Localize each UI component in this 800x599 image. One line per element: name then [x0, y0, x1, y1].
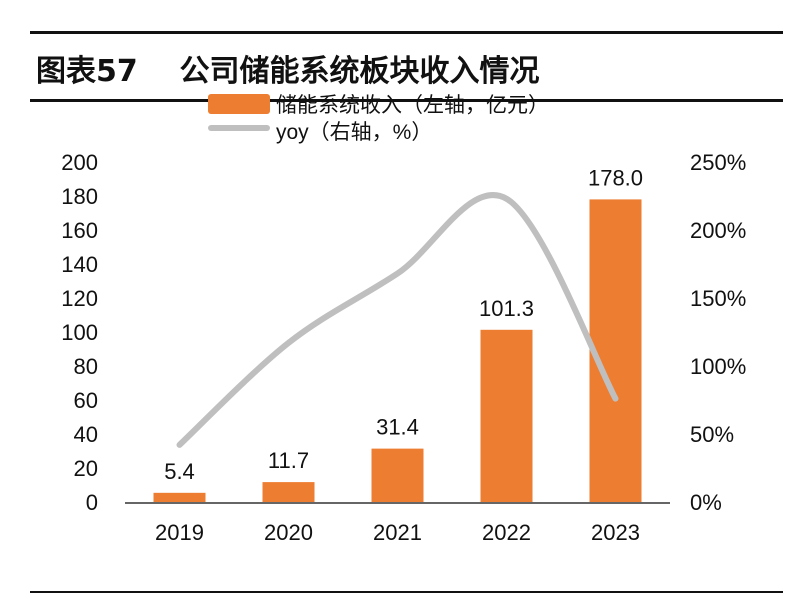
bar-2023 — [589, 199, 642, 502]
right-tick-label: 100% — [690, 354, 746, 379]
x-tick-label: 2021 — [373, 520, 422, 545]
left-tick-label: 100 — [61, 320, 98, 345]
legend-line-label: yoy（右轴，%） — [276, 121, 432, 144]
bar-2022 — [480, 329, 533, 502]
left-tick-label: 20 — [74, 456, 98, 481]
left-tick-label: 140 — [61, 252, 98, 277]
left-tick-label: 0 — [86, 490, 98, 515]
bar-data-label: 5.4 — [164, 459, 195, 484]
left-tick-label: 40 — [74, 422, 98, 447]
left-tick-label: 200 — [61, 150, 98, 175]
right-tick-label: 200% — [690, 218, 746, 243]
left-tick-label: 160 — [61, 218, 98, 243]
bottom-rule — [30, 591, 783, 593]
left-tick-label: 60 — [74, 388, 98, 413]
bar-2021 — [371, 448, 424, 502]
legend-bar-swatch — [208, 94, 270, 114]
x-tick-label: 2019 — [155, 520, 204, 545]
yoy-line — [176, 192, 619, 448]
legend-bar-label: 储能系统收入（左轴，亿元） — [276, 94, 549, 117]
right-tick-label: 0% — [690, 490, 722, 515]
right-tick-label: 50% — [690, 422, 734, 447]
left-tick-label: 120 — [61, 286, 98, 311]
right-tick-label: 250% — [690, 150, 746, 175]
top-rule — [30, 31, 783, 34]
bar-data-label: 11.7 — [268, 448, 309, 473]
bar-data-label: 101.3 — [479, 296, 534, 321]
x-tick-label: 2022 — [482, 520, 531, 545]
bar-2019 — [153, 492, 206, 502]
bar-data-label: 31.4 — [376, 415, 419, 440]
x-tick-label: 2023 — [591, 520, 640, 545]
chart-title: 图表57 公司储能系统板块收入情况 — [36, 54, 540, 89]
title-rule — [30, 99, 783, 102]
x-tick-label: 2020 — [264, 520, 313, 545]
bar-data-label: 178.0 — [588, 165, 643, 190]
left-tick-label: 80 — [74, 354, 98, 379]
right-tick-label: 150% — [690, 286, 746, 311]
left-tick-label: 180 — [61, 184, 98, 209]
bar-2020 — [262, 482, 315, 502]
